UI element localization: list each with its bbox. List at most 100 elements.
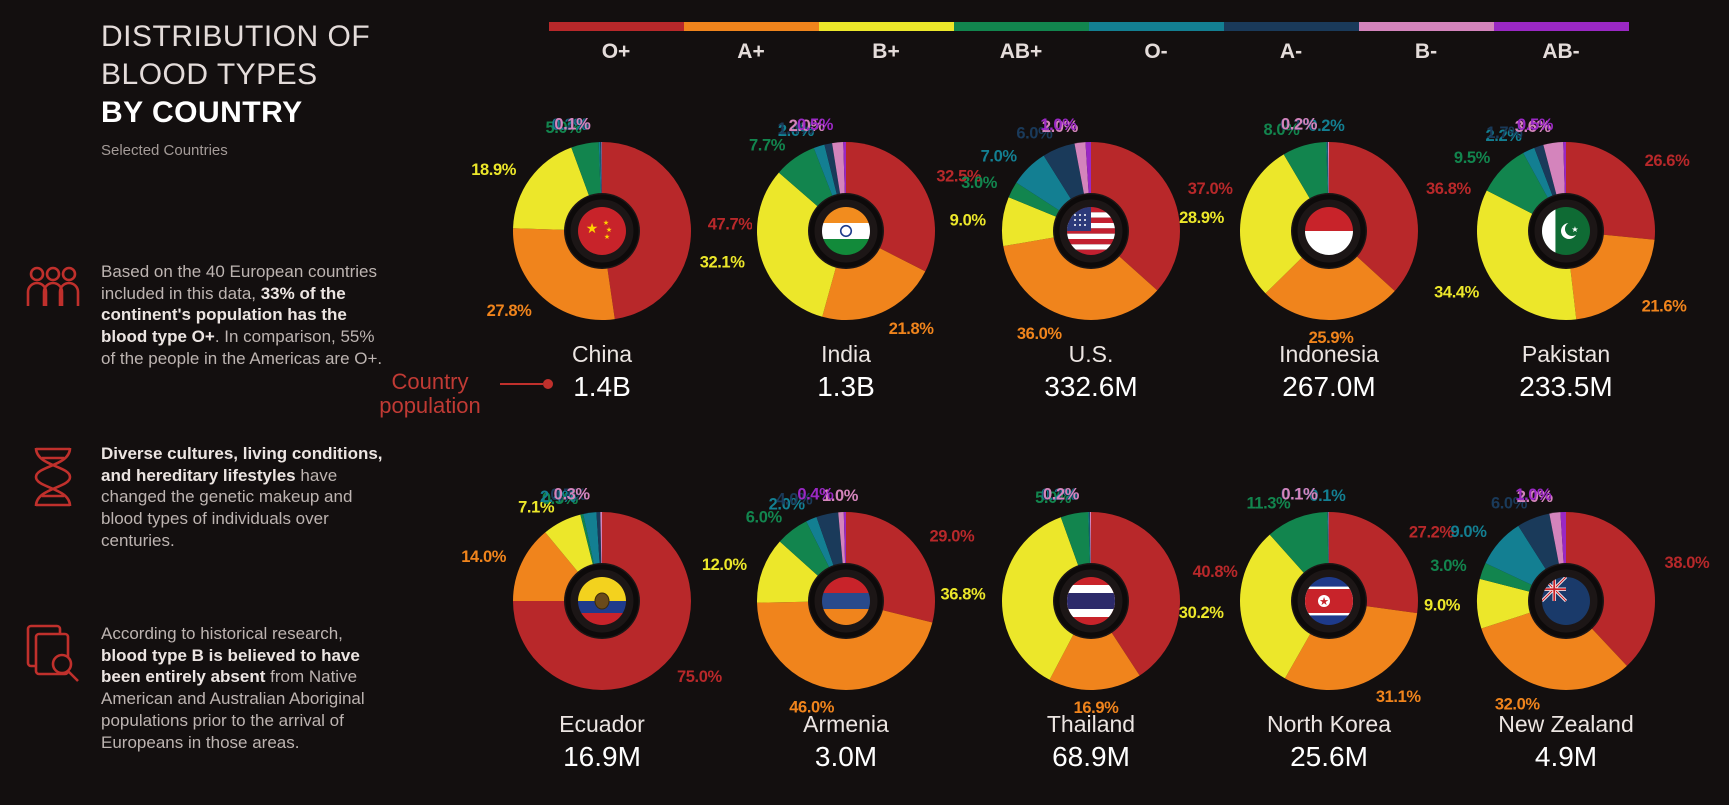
- legend-label: A-: [1279, 40, 1303, 63]
- percent-label: 2.0%: [778, 122, 815, 140]
- pie-slice: [1240, 534, 1329, 679]
- percent-label: 38.0%: [1665, 554, 1711, 572]
- legend-swatch: [954, 22, 1089, 31]
- pie-slice: [1003, 231, 1158, 320]
- pie-chart: 40.8%16.9%36.8%5.0%0.2%0.1%0.2%: [941, 486, 1239, 717]
- fact-text-segment: According to historical research,: [101, 624, 343, 643]
- subtitle: Selected Countries: [101, 142, 228, 159]
- pie-slice: [1091, 512, 1180, 676]
- percent-label: 7.0%: [981, 147, 1018, 165]
- pie-slice: [1477, 578, 1566, 629]
- percent-label: 37.0%: [1188, 180, 1234, 198]
- percent-label: 29.0%: [930, 528, 976, 546]
- legend-swatch: [1089, 22, 1224, 31]
- legend-swatch: [1224, 22, 1359, 31]
- svg-text:★: ★: [603, 219, 609, 227]
- pie-chart: 47.7%27.8%18.9%5.0%0.3%0.2%0.1%★ ★★★: [471, 116, 752, 320]
- pie-chart: 38.0%32.0%9.0%3.0%9.0%6.0%2.0%1.0%: [1424, 486, 1711, 714]
- percent-label: 47.7%: [708, 215, 752, 233]
- percent-label: 6.0%: [1491, 494, 1528, 512]
- pie-chart: 75.0% 14.0% 7.1%0.5%2.4%0.7%0.3%: [461, 486, 723, 690]
- legend-label: AB-: [1542, 40, 1580, 63]
- country-population: 332.6M: [1044, 371, 1138, 402]
- percent-label: 18.9%: [471, 161, 517, 179]
- percent-label: 8.0%: [1263, 121, 1300, 139]
- dna-icon: [34, 447, 72, 507]
- percent-label: 30.2%: [1179, 604, 1224, 622]
- country-population: 267.0M: [1282, 371, 1376, 402]
- legend-label: B-: [1414, 40, 1438, 63]
- percent-label: 5.0%: [545, 119, 582, 137]
- pie-slice: [1329, 142, 1418, 291]
- percent-label: 21.6%: [1642, 297, 1688, 315]
- percent-label: 0.2%: [1308, 117, 1345, 135]
- percent-label: 2.2%: [1485, 127, 1522, 145]
- svg-text:★: ★: [1319, 596, 1329, 608]
- thailand-flag-icon: [1067, 577, 1115, 625]
- percent-label: 9.0%: [950, 211, 987, 229]
- population-callout: Country population: [360, 370, 500, 418]
- svg-text:★: ★: [1571, 225, 1578, 234]
- percent-label: 1.0%: [1040, 116, 1077, 134]
- pakistan-flag-icon: ★: [1542, 207, 1590, 255]
- fact-cultures: Diverse cultures, living conditions, and…: [101, 443, 391, 552]
- percent-label: 0.1%: [1309, 487, 1346, 505]
- percent-label: 7.1%: [518, 498, 555, 516]
- pie-slice: [757, 601, 933, 690]
- country-name: Indonesia: [1279, 341, 1379, 367]
- pie-slice: [1002, 517, 1091, 680]
- country-population: 1.3B: [817, 371, 875, 402]
- percent-label: 36.8%: [1426, 180, 1472, 198]
- pie-slice: [757, 172, 846, 317]
- indonesia-flag-icon: [1305, 207, 1353, 255]
- percent-label: 6.0%: [1016, 124, 1053, 142]
- percent-label: 0.1%: [554, 116, 591, 134]
- title-line-3: BY COUNTRY: [101, 96, 303, 129]
- people-icon: [26, 266, 80, 306]
- percent-label: 31.1%: [1376, 688, 1422, 706]
- percent-label: 0.5%: [797, 116, 834, 134]
- us-flag-icon: [1067, 207, 1115, 255]
- percent-label: 6.0%: [746, 509, 783, 527]
- pie-chart: 36.8%25.9%28.9%8.0% 0.2%0.1%0.2%: [1179, 116, 1472, 347]
- percent-label: 3.0%: [1430, 557, 1467, 575]
- pie-slice: [1240, 154, 1329, 294]
- percent-label: 75.0%: [677, 668, 723, 686]
- pie-chart: 37.0% 36.0% 9.0% 3.0% 7.0% 6.0%2.0%1.0%: [950, 116, 1234, 343]
- percent-label: 0.5%: [1517, 116, 1554, 134]
- svg-text:★: ★: [586, 220, 599, 236]
- fact-text-segment: blood type B is believed to have been en…: [101, 645, 360, 687]
- country-name: U.S.: [1068, 341, 1114, 367]
- percent-label: 0.1%: [1280, 116, 1317, 134]
- pie-slice: [1265, 231, 1395, 320]
- percent-label: 0.4%: [797, 486, 834, 504]
- title-line-2: BLOOD TYPES: [101, 58, 318, 91]
- legend-swatch: [819, 22, 954, 31]
- percent-label: 14.0%: [461, 548, 507, 566]
- svg-text:★: ★: [604, 233, 610, 241]
- fact-europe: Based on the 40 European countries inclu…: [101, 261, 391, 370]
- percent-label: 27.8%: [487, 302, 533, 320]
- north-korea-flag-icon: ★: [1305, 577, 1353, 625]
- fact-text-segment: from Native American and Australian Abor…: [101, 667, 365, 752]
- legend-swatch: [1359, 22, 1494, 31]
- legend-label: AB+: [999, 40, 1043, 63]
- percent-label: 1.0%: [1515, 486, 1552, 504]
- country-name: North Korea: [1266, 711, 1391, 737]
- country-name: Pakistan: [1521, 341, 1611, 367]
- percent-label: 7.7%: [749, 136, 786, 154]
- percent-label: 9.5%: [1454, 149, 1491, 167]
- country-population: 68.9M: [1052, 741, 1130, 772]
- percent-label: 2.0%: [1042, 118, 1079, 136]
- legend-swatch: [1494, 22, 1629, 31]
- percent-label: 0.2%: [553, 116, 590, 134]
- fact-text-segment: Based on the 40 European countries inclu…: [101, 262, 377, 303]
- pie-slice: [1566, 512, 1655, 666]
- percent-label: 1.0%: [822, 487, 859, 505]
- country-population: 233.5M: [1519, 371, 1613, 402]
- country-population: 16.9M: [563, 741, 641, 772]
- pie-slice: [1481, 601, 1627, 690]
- callout-line-1: Country: [391, 369, 469, 394]
- fact-text-segment: have changed the genetic makeup and bloo…: [101, 465, 353, 550]
- percent-label: 25.9%: [1309, 329, 1355, 347]
